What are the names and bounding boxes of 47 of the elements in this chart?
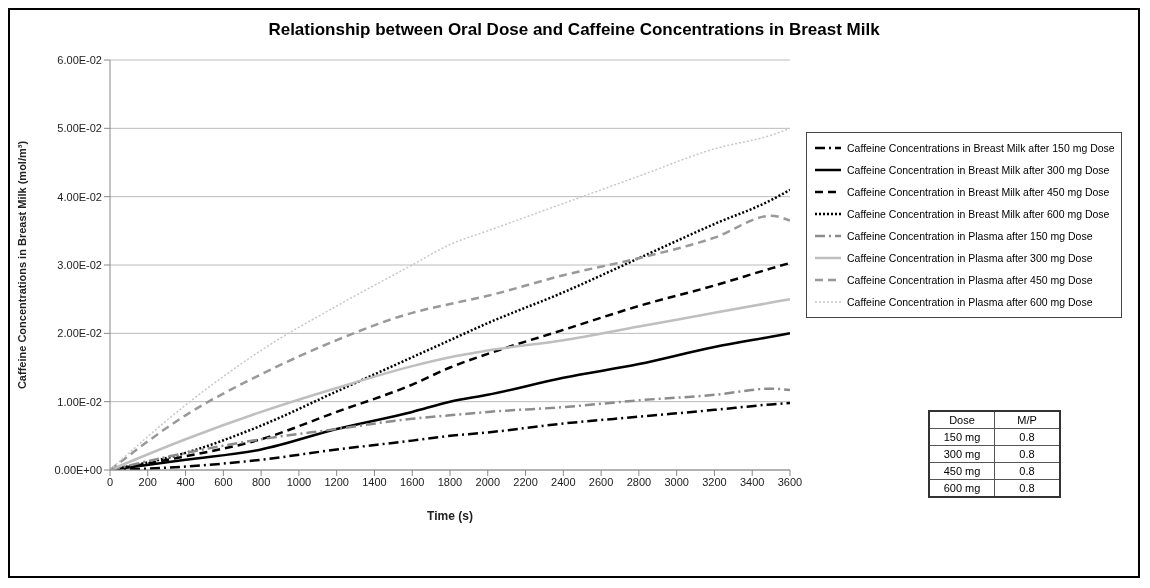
x-tick-label: 3000 — [664, 475, 689, 488]
x-tick-label: 3600 — [777, 475, 803, 488]
x-tick-label: 3200 — [702, 475, 727, 488]
text: 150 mg — [929, 428, 995, 446]
text: 0.8 — [994, 428, 1060, 446]
x-tick-label: 1600 — [399, 475, 425, 488]
text: 450 mg — [929, 462, 995, 480]
legend-label: Caffeine Concentration in Breast Milk after 600 mg Dose — [847, 208, 1110, 220]
x-tick-label: 2800 — [626, 475, 652, 488]
x-tick-label: 1800 — [437, 475, 463, 488]
y-tick-label: 6.00E-02 — [57, 53, 102, 66]
x-tick-label: 200 — [138, 475, 157, 488]
x-tick-label: 2000 — [475, 475, 501, 488]
x-tick-label: 0 — [106, 475, 114, 488]
x-tick-label: 2400 — [551, 475, 576, 488]
text: 0.8 — [994, 479, 1060, 497]
text: M/P — [994, 411, 1060, 429]
x-axis-title: Time (s) — [427, 509, 473, 523]
y-tick-label: 0.00E+00 — [54, 463, 102, 476]
text: 600 mg — [929, 479, 995, 497]
legend-label: Caffeine Concentration in Breast Milk after 450 mg Dose — [847, 186, 1110, 198]
x-tick-label: 1000 — [286, 475, 312, 488]
legend-label: Caffeine Concentrations in Breast Milk after 150 mg Dose — [847, 142, 1115, 154]
y-tick-label: 3.00E-02 — [57, 258, 102, 271]
x-tick-label: 2600 — [588, 475, 614, 488]
y-tick-label: 1.00E-02 — [57, 395, 102, 408]
y-axis-title: Caffeine Concentrations in Breast Milk (mol/m³) — [15, 140, 28, 390]
y-tick-label: 4.00E-02 — [57, 190, 102, 203]
legend-label: Caffeine Concentration in Plasma after 450 mg Dose — [847, 274, 1093, 286]
legend-label: Caffeine Concentration in Plasma after 300 mg Dose — [847, 252, 1093, 264]
legend-label: Caffeine Concentration in Plasma after 150 mg Dose — [847, 230, 1093, 242]
text: Dose — [929, 411, 995, 429]
x-tick-label: 600 — [214, 475, 233, 488]
x-tick-label: 2200 — [513, 475, 538, 488]
legend-label: Caffeine Concentration in Breast Milk after 300 mg Dose — [847, 164, 1110, 176]
y-tick-label: 5.00E-02 — [57, 122, 102, 135]
chart-title: Relationship between Oral Dose and Caffeine Concentrations in Breast Milk — [267, 20, 881, 40]
y-tick-label: 2.00E-02 — [57, 327, 102, 340]
x-tick-label: 1200 — [324, 475, 349, 488]
x-tick-label: 1400 — [362, 475, 387, 488]
x-tick-label: 3400 — [739, 475, 765, 488]
x-tick-label: 400 — [176, 475, 195, 488]
text: 0.8 — [994, 445, 1060, 463]
legend-label: Caffeine Concentration in Plasma after 600 mg Dose — [847, 296, 1093, 308]
text: 0.8 — [994, 462, 1060, 480]
text: 300 mg — [929, 445, 995, 463]
x-tick-label: 800 — [251, 475, 271, 488]
